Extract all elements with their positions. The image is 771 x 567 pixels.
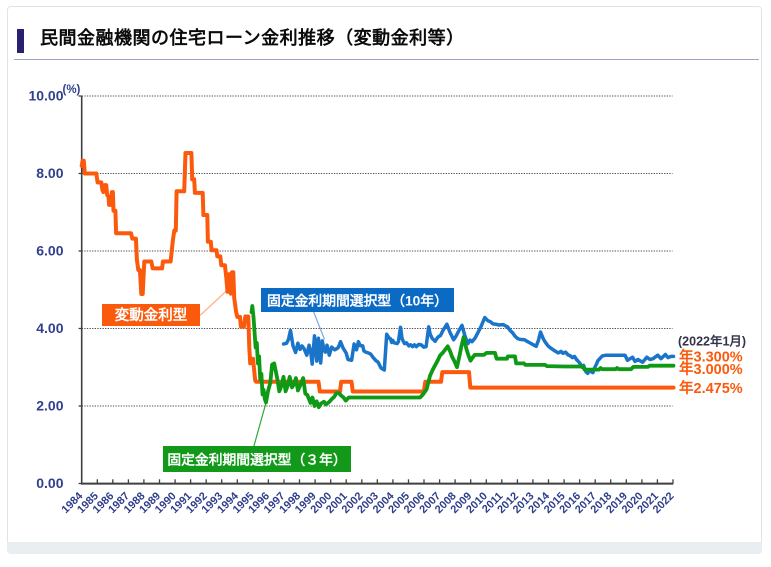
svg-text:0.00: 0.00 (36, 475, 63, 491)
svg-text:2.00: 2.00 (36, 398, 63, 414)
svg-text:年3.000%: 年3.000% (679, 360, 743, 378)
svg-text:固定金利期間選択型（３年）: 固定金利期間選択型（３年） (167, 452, 346, 468)
svg-text:6.00: 6.00 (36, 243, 63, 259)
svg-text:4.00: 4.00 (36, 320, 63, 336)
svg-text:8.00: 8.00 (36, 165, 63, 181)
svg-text:変動金利型: 変動金利型 (115, 306, 188, 324)
svg-text:10.00: 10.00 (28, 88, 63, 104)
svg-text:固定金利期間選択型（10年）: 固定金利期間選択型（10年） (267, 293, 448, 309)
svg-text:年2.475%: 年2.475% (679, 379, 743, 397)
svg-text:年3.300%: 年3.300% (679, 348, 743, 366)
svg-text:(%): (%) (63, 84, 81, 96)
svg-text:(2022年1月): (2022年1月) (678, 334, 746, 349)
